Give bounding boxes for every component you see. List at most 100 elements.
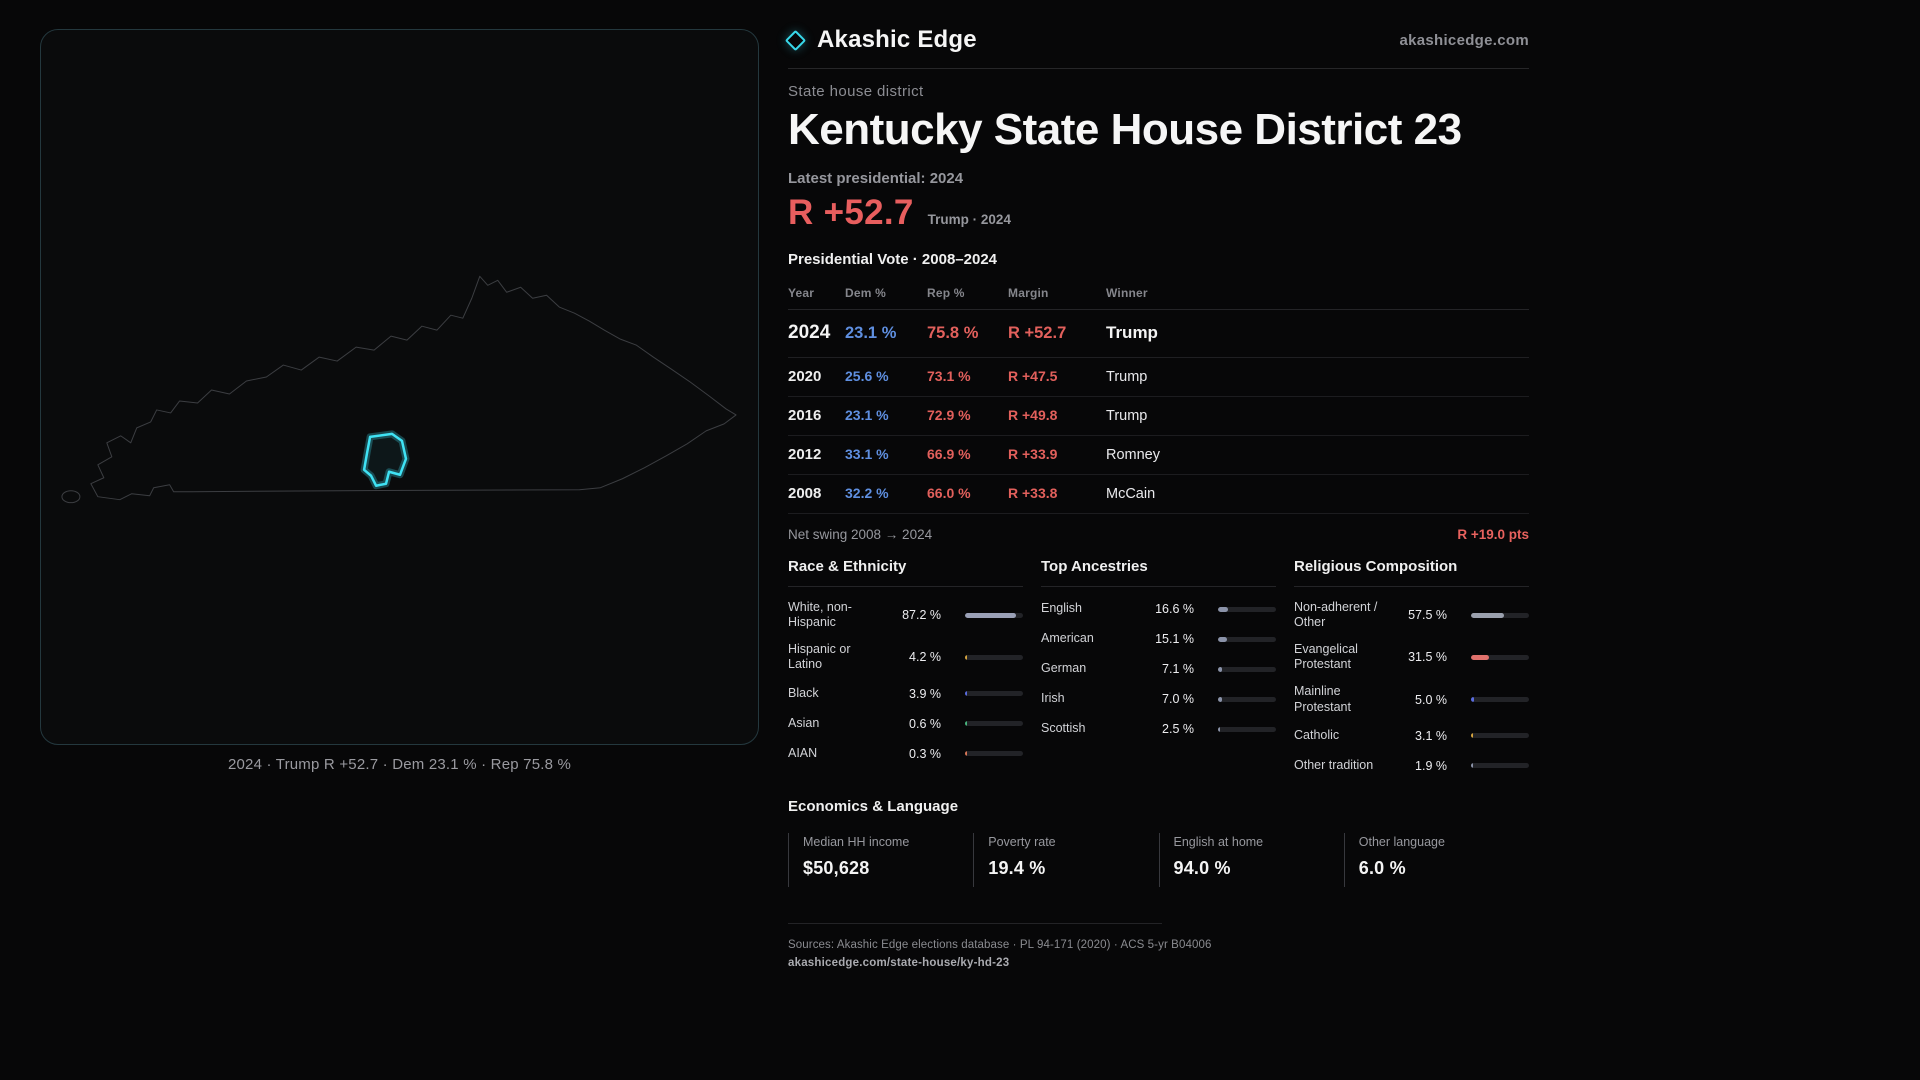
net-swing-value: R +19.0 pts xyxy=(1457,526,1529,542)
demo-label: English xyxy=(1041,601,1082,616)
table-row: 2012 33.1 % 66.9 % R +33.9 Romney xyxy=(788,436,1529,475)
demo-bar xyxy=(965,654,1023,660)
row-winner: Trump xyxy=(1106,322,1158,342)
district-profile: Akashic Edge akashicedge.com State house… xyxy=(784,26,1529,970)
table-row: 2008 32.2 % 66.0 % R +33.8 McCain xyxy=(788,475,1529,514)
demo-label: Hispanic or Latino xyxy=(788,641,851,672)
religion-title: Religious Composition xyxy=(1294,558,1529,587)
demo-label: AIAN xyxy=(788,745,818,760)
demo-bar xyxy=(1218,606,1276,612)
demo-value: 7.0 % xyxy=(1162,692,1194,707)
district-map-panel xyxy=(40,29,759,745)
demo-row: Mainline Protestant 5.0 % xyxy=(1294,684,1529,715)
col-year: Year xyxy=(788,285,815,300)
race-ethnicity-column: Race & Ethnicity White, non-Hispanic 87.… xyxy=(788,558,1023,787)
demo-label: Black xyxy=(788,685,819,700)
kentucky-outline xyxy=(90,275,737,501)
demo-row: Evangelical Protestant 31.5 % xyxy=(1294,642,1529,673)
kicker: State house district xyxy=(788,83,924,100)
row-winner: Trump xyxy=(1106,407,1148,424)
site-link[interactable]: akashicedge.com xyxy=(1399,31,1529,49)
demo-bar-fill xyxy=(965,691,968,697)
demo-label: Scottish xyxy=(1041,721,1086,736)
demo-bar-fill xyxy=(1218,726,1220,732)
sources-text: Sources: Akashic Edge elections database… xyxy=(788,939,1212,952)
net-swing-label: Net swing 2008 → 2024 xyxy=(788,526,933,542)
row-margin: R +49.8 xyxy=(1008,406,1058,423)
stat-label: Other language xyxy=(1358,835,1445,850)
demo-row: Irish 7.0 % xyxy=(1041,690,1276,709)
brand-name: Akashic Edge xyxy=(817,26,977,53)
demo-value: 1.9 % xyxy=(1415,758,1447,773)
demo-row: Scottish 2.5 % xyxy=(1041,720,1276,739)
demo-row: Asian 0.6 % xyxy=(788,714,1023,733)
demo-row: English 16.6 % xyxy=(1041,600,1276,619)
demo-bar-fill xyxy=(1218,636,1227,642)
row-rep: 66.0 % xyxy=(927,484,971,501)
demo-label: Other tradition xyxy=(1294,757,1374,772)
page-title: Kentucky State House District 23 xyxy=(788,105,1462,154)
demo-row: White, non-Hispanic 87.2 % xyxy=(788,600,1023,631)
demo-bar-fill xyxy=(965,654,968,660)
demo-value: 5.0 % xyxy=(1415,692,1447,707)
vote-table-header: Year Dem % Rep % Margin Winner xyxy=(788,280,1529,310)
col-rep: Rep % xyxy=(927,285,965,300)
demo-bar-fill xyxy=(1471,697,1474,703)
row-year: 2016 xyxy=(788,406,822,424)
demo-bar xyxy=(965,612,1023,618)
row-year: 2008 xyxy=(788,484,822,502)
demo-label: Non-adherent / Other xyxy=(1294,599,1378,630)
demo-bar xyxy=(965,691,1023,697)
demo-bar xyxy=(1218,666,1276,672)
demo-bar xyxy=(1218,726,1276,732)
row-rep: 75.8 % xyxy=(927,323,979,342)
row-dem: 23.1 % xyxy=(845,323,897,342)
demo-bar-fill xyxy=(965,721,967,727)
demo-label: Mainline Protestant xyxy=(1294,684,1351,714)
row-year: 2020 xyxy=(788,367,822,385)
demo-bar-fill xyxy=(965,751,967,757)
demo-row: Black 3.9 % xyxy=(788,684,1023,703)
demographics: Race & Ethnicity White, non-Hispanic 87.… xyxy=(788,558,1529,787)
demo-label: White, non-Hispanic xyxy=(788,599,852,630)
row-winner: McCain xyxy=(1106,485,1156,502)
demo-label: Irish xyxy=(1041,691,1065,706)
row-dem: 33.1 % xyxy=(845,445,889,462)
row-margin: R +33.9 xyxy=(1008,445,1058,462)
demo-bar xyxy=(1218,696,1276,702)
stat-label: Poverty rate xyxy=(988,835,1056,850)
row-dem: 25.6 % xyxy=(845,367,889,384)
stat-value: $50,628 xyxy=(803,858,870,879)
demo-value: 87.2 % xyxy=(902,608,941,623)
stat-other-language: Other language 6.0 % xyxy=(1343,833,1529,888)
stat-value: 19.4 % xyxy=(988,858,1046,879)
demo-value: 2.5 % xyxy=(1162,722,1194,737)
diamond-logo-icon xyxy=(784,29,807,51)
row-margin: R +47.5 xyxy=(1008,367,1058,384)
demo-bar xyxy=(1471,697,1529,703)
table-row: 2016 23.1 % 72.9 % R +49.8 Trump xyxy=(788,397,1529,436)
header: Akashic Edge akashicedge.com xyxy=(784,26,1529,69)
district-shape[interactable] xyxy=(362,432,408,487)
demo-label: Evangelical Protestant xyxy=(1294,641,1358,672)
demo-row: German 7.1 % xyxy=(1041,660,1276,679)
demo-label: German xyxy=(1041,661,1087,676)
race-title: Race & Ethnicity xyxy=(788,558,1023,587)
kentucky-bend-exclave xyxy=(61,490,81,504)
row-winner: Romney xyxy=(1106,446,1160,463)
footer-divider xyxy=(788,923,1162,925)
vote-table: Year Dem % Rep % Margin Winner 2024 23.1… xyxy=(788,280,1529,542)
latest-margin-value: R +52.7 xyxy=(788,192,914,232)
economics-stats: Median HH income $50,628 Poverty rate 19… xyxy=(788,833,1529,888)
stat-english-at-home: English at home 94.0 % xyxy=(1158,833,1344,888)
permalink[interactable]: akashicedge.com/state-house/ky-hd-23 xyxy=(788,957,1010,970)
stat-median-income: Median HH income $50,628 xyxy=(788,833,973,888)
table-row: 2020 25.6 % 73.1 % R +47.5 Trump xyxy=(788,358,1529,397)
stat-label: Median HH income xyxy=(803,835,910,850)
vote-table-title: Presidential Vote · 2008–2024 xyxy=(788,250,998,268)
latest-presidential-label: Latest presidential: 2024 xyxy=(788,169,964,187)
demo-value: 15.1 % xyxy=(1155,632,1194,647)
ancestries-column: Top Ancestries English 16.6 % American 1… xyxy=(1041,558,1276,787)
demo-bar xyxy=(965,721,1023,727)
